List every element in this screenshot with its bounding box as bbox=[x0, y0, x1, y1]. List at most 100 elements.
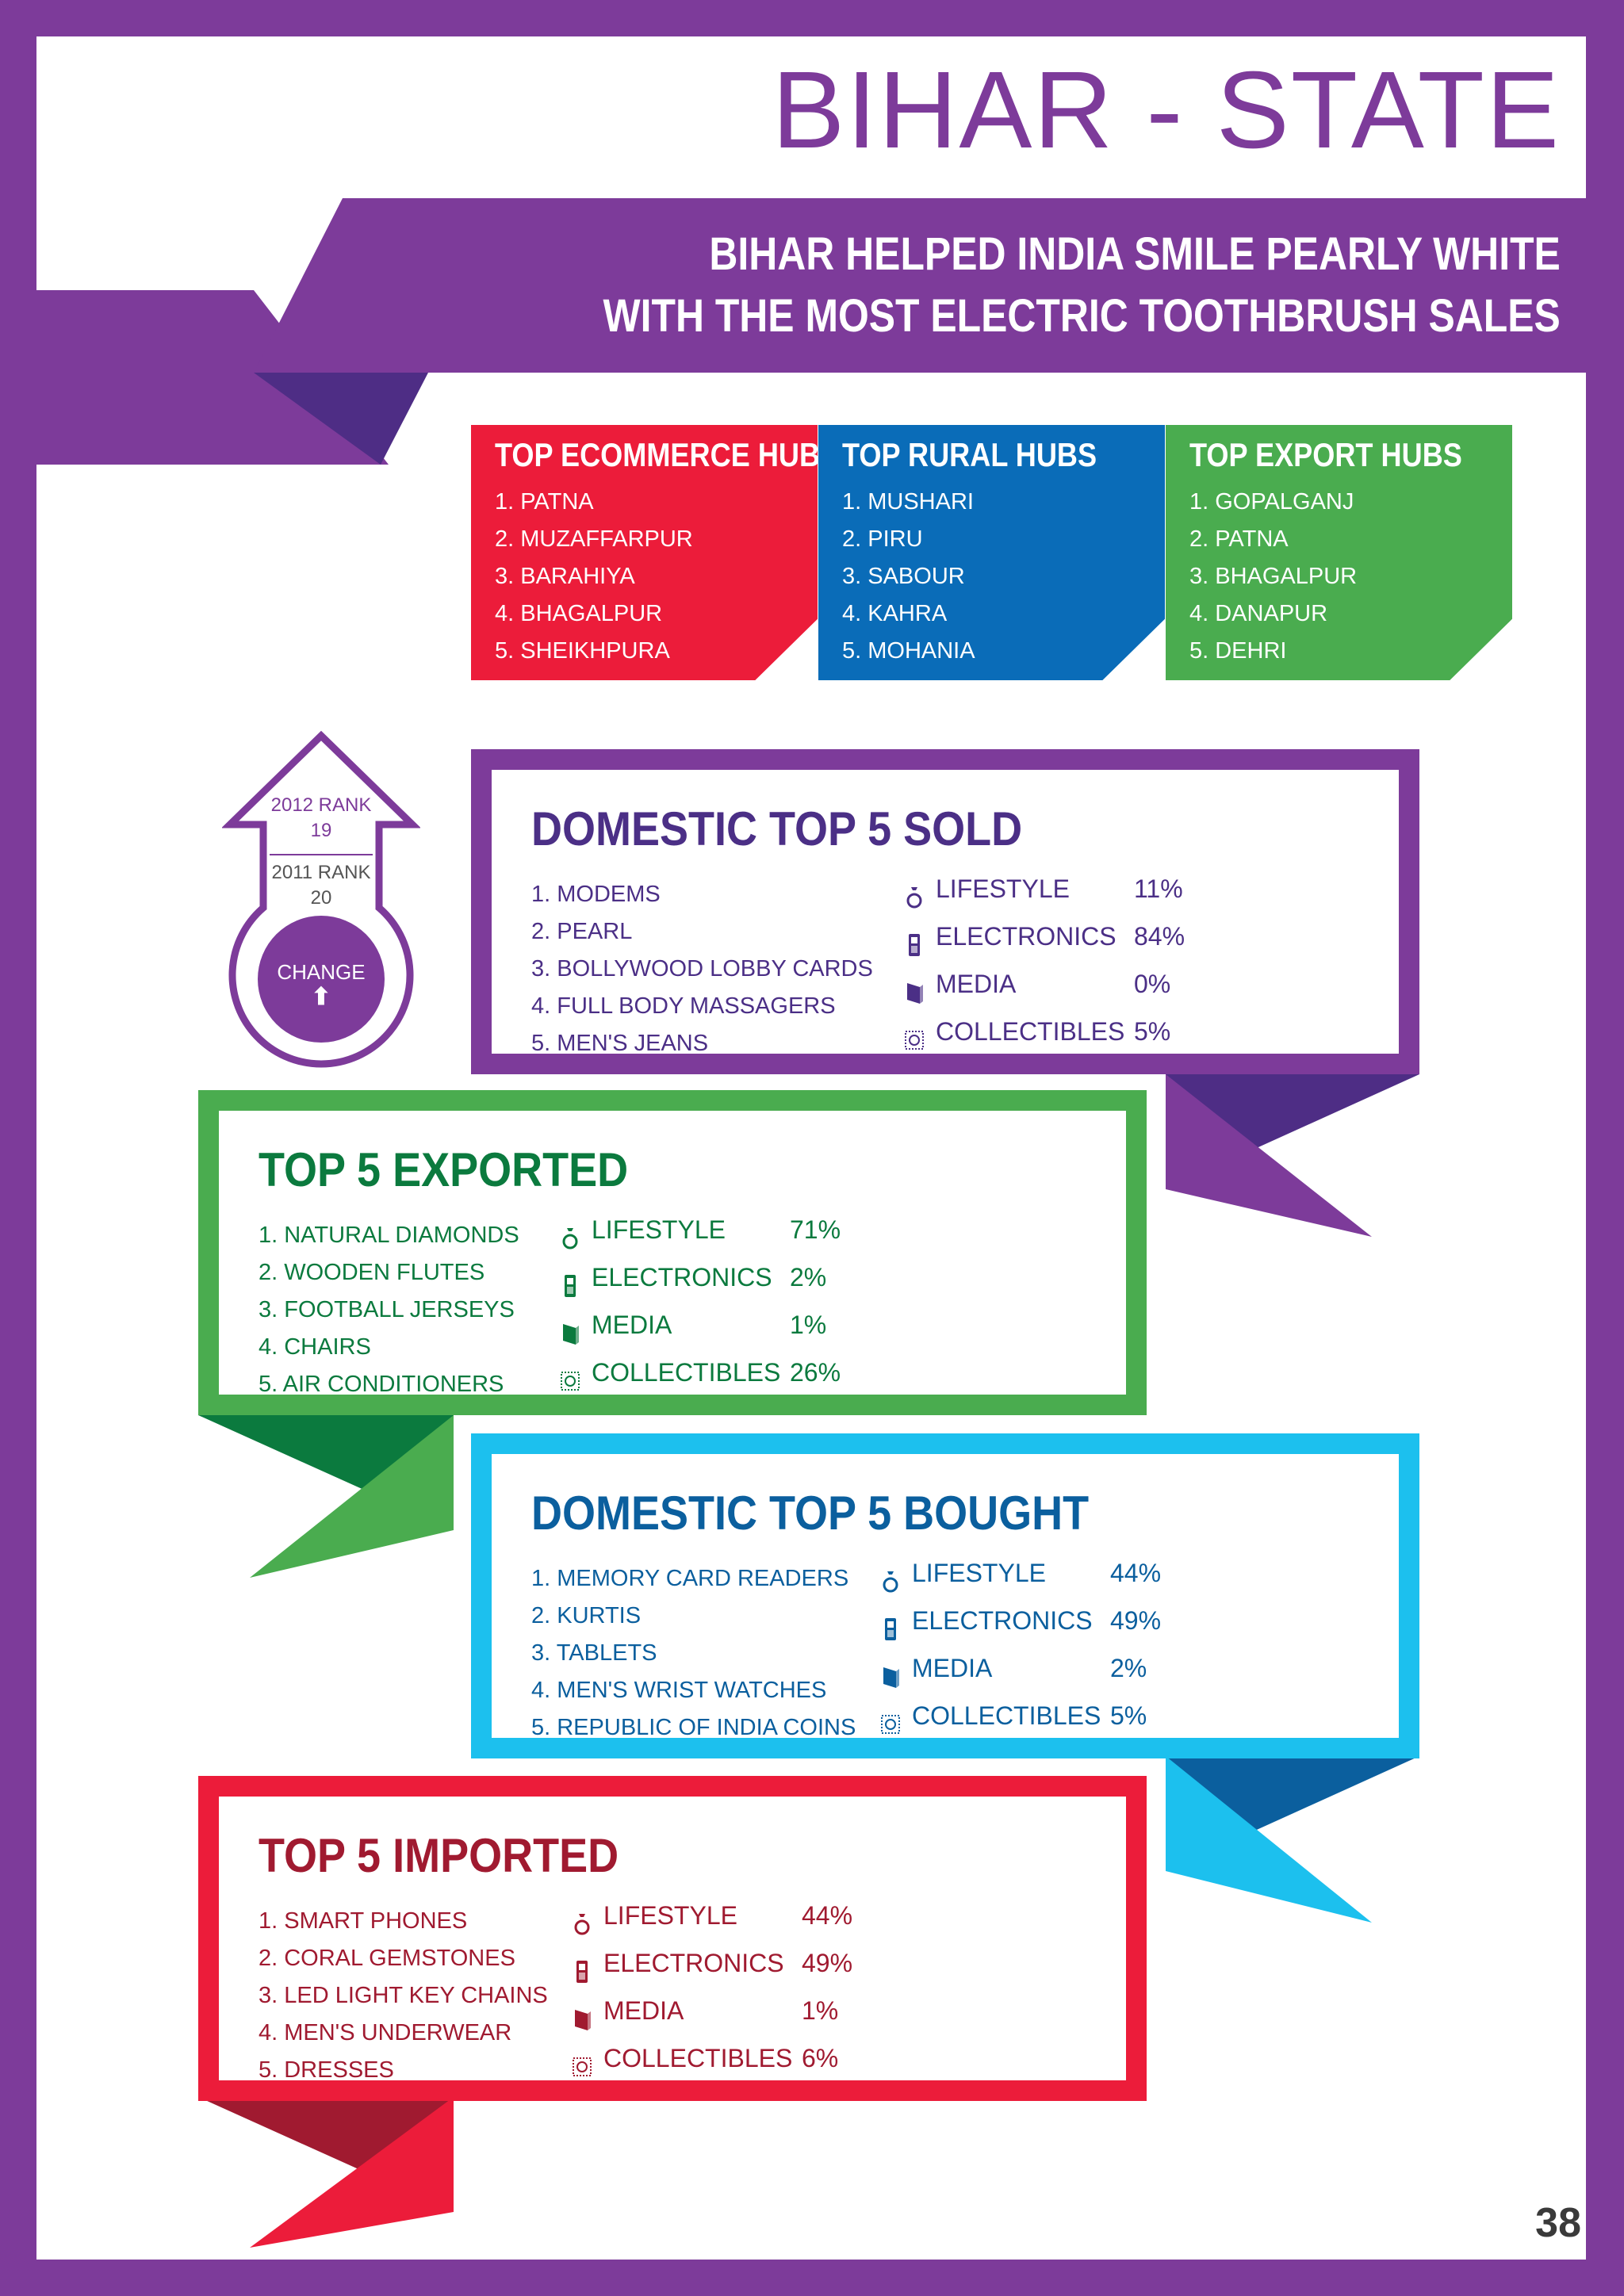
product-list-item: 4. CHAIRS bbox=[259, 1334, 371, 1360]
category-row: MEDIA 1% bbox=[572, 1987, 852, 2034]
ring-icon bbox=[904, 877, 925, 909]
up-arrow-icon: ⬆ bbox=[311, 984, 331, 1010]
category-percent: 5% bbox=[1134, 1017, 1171, 1046]
book-icon bbox=[880, 1656, 901, 1688]
category-name: LIFESTYLE bbox=[912, 1559, 1046, 1587]
page-title: BIHAR - STATE bbox=[772, 49, 1561, 171]
category-row: ELECTRONICS 84% bbox=[904, 913, 1185, 960]
category-percent: 71% bbox=[790, 1215, 841, 1244]
category-name: LIFESTYLE bbox=[603, 1901, 737, 1930]
category-name: MEDIA bbox=[912, 1654, 993, 1682]
hub-list-item: 5. MOHANIA bbox=[842, 638, 975, 664]
category-name: ELECTRONICS bbox=[592, 1263, 772, 1292]
hub-list-item: 3. BHAGALPUR bbox=[1189, 564, 1358, 589]
hub-column: TOP ECOMMERCE HUBS 1. PATNA 2. MUZAFFARPUR… bbox=[471, 425, 818, 680]
product-list-item: 2. PEARL bbox=[531, 919, 633, 944]
category-percent: 84% bbox=[1134, 922, 1185, 951]
section-domestic-sold: DOMESTIC TOP 5 SOLD 1. MODEMS 2. PEARL 3. B… bbox=[471, 749, 1419, 1074]
category-name: MEDIA bbox=[936, 970, 1017, 998]
category-breakdown: LIFESTYLE 11% ELECTRONICS 84% MEDIA 0% COLLECT… bbox=[904, 865, 1185, 1055]
hub-list-item: 1. PATNA bbox=[495, 489, 594, 515]
category-percent: 49% bbox=[1110, 1606, 1162, 1635]
hub-list-item: 4. DANAPUR bbox=[1189, 601, 1328, 626]
section-title: TOP 5 IMPORTED bbox=[259, 1829, 619, 1882]
product-list-item: 5. AIR CONDITIONERS bbox=[259, 1372, 504, 1397]
section-title: TOP 5 EXPORTED bbox=[259, 1143, 629, 1196]
product-list: 1. SMART PHONES 2. CORAL GEMSTONES 3. LED … bbox=[259, 1903, 548, 2089]
category-name: LIFESTYLE bbox=[592, 1215, 726, 1244]
category-percent: 0% bbox=[1134, 970, 1171, 998]
product-list: 1. MODEMS 2. PEARL 3. BOLLYWOOD LOBBY CARD… bbox=[531, 876, 873, 1062]
product-list-item: 4. FULL BODY MASSAGERS bbox=[531, 993, 836, 1019]
hub-heading: TOP EXPORT HUBS bbox=[1189, 436, 1462, 473]
rank-2011-value: 20 bbox=[310, 887, 332, 909]
category-row: COLLECTIBLES 6% bbox=[572, 2034, 852, 2082]
hub-list-item: 5. SHEIKHPURA bbox=[495, 638, 670, 664]
product-list-item: 2. KURTIS bbox=[531, 1603, 642, 1628]
product-list-item: 5. REPUBLIC OF INDIA COINS bbox=[531, 1715, 856, 1740]
hub-list: 1. PATNA 2. MUZAFFARPUR 3. BARAHIYA 4. BHAG… bbox=[495, 484, 693, 670]
category-row: COLLECTIBLES 26% bbox=[560, 1349, 841, 1396]
stamp-icon bbox=[880, 1704, 901, 1734]
stamp-icon bbox=[572, 2046, 592, 2076]
category-name: ELECTRONICS bbox=[936, 922, 1116, 951]
rank-2012-label: 2012 RANK bbox=[270, 794, 372, 816]
category-row: LIFESTYLE 44% bbox=[572, 1892, 852, 1939]
hub-list-item: 2. PATNA bbox=[1189, 526, 1289, 552]
book-icon bbox=[904, 972, 925, 1004]
banner-tail bbox=[36, 290, 389, 465]
category-percent: 11% bbox=[1134, 874, 1183, 903]
category-row: LIFESTYLE 11% bbox=[904, 865, 1185, 913]
category-breakdown: LIFESTYLE 44% ELECTRONICS 49% MEDIA 1% COLLECT… bbox=[572, 1892, 852, 2082]
product-list-item: 4. MEN'S UNDERWEAR bbox=[259, 2020, 512, 2045]
category-name: COLLECTIBLES bbox=[592, 1358, 781, 1387]
category-row: LIFESTYLE 44% bbox=[880, 1549, 1161, 1597]
book-icon bbox=[560, 1313, 580, 1345]
category-percent: 6% bbox=[802, 2044, 839, 2072]
stamp-icon bbox=[904, 1020, 925, 1050]
category-breakdown: LIFESTYLE 71% ELECTRONICS 2% MEDIA 1% COLLECTI… bbox=[560, 1206, 841, 1396]
product-list-item: 5. MEN'S JEANS bbox=[531, 1031, 709, 1056]
product-list-item: 4. MEN'S WRIST WATCHES bbox=[531, 1678, 827, 1703]
change-label: CHANGE bbox=[277, 960, 366, 984]
rank-arrow-icon bbox=[222, 730, 420, 1068]
category-percent: 44% bbox=[802, 1901, 853, 1930]
subtitle-banner bbox=[254, 198, 1588, 373]
hub-list: 1. MUSHARI 2. PIRU 3. SABOUR 4. KAHRA 5. MOH… bbox=[842, 484, 975, 670]
phone-icon bbox=[572, 1951, 592, 1983]
category-row: COLLECTIBLES 5% bbox=[880, 1692, 1161, 1739]
hub-list-item: 1. GOPALGANJ bbox=[1189, 489, 1354, 515]
hub-list-item: 1. MUSHARI bbox=[842, 489, 974, 515]
category-breakdown: LIFESTYLE 44% ELECTRONICS 49% MEDIA 2% COLLECT… bbox=[880, 1549, 1161, 1739]
hub-heading: TOP RURAL HUBS bbox=[842, 436, 1097, 473]
page-number: 38 bbox=[1535, 2200, 1581, 2246]
category-row: COLLECTIBLES 5% bbox=[904, 1008, 1185, 1055]
hub-list-item: 5. DEHRI bbox=[1189, 638, 1287, 664]
page-subtitle: BIHAR HELPED INDIA SMILE PEARLY WHITE WI… bbox=[603, 228, 1561, 342]
section-imported: TOP 5 IMPORTED 1. SMART PHONES 2. CORAL GE… bbox=[198, 1776, 1147, 2101]
product-list-item: 1. MEMORY CARD READERS bbox=[531, 1566, 849, 1591]
product-list: 1. MEMORY CARD READERS 2. KURTIS 3. TABLET… bbox=[531, 1560, 856, 1747]
product-list-item: 3. TABLETS bbox=[531, 1640, 657, 1666]
section-title: DOMESTIC TOP 5 SOLD bbox=[531, 802, 1023, 855]
rank-2011-label: 2011 RANK bbox=[271, 862, 371, 883]
category-percent: 1% bbox=[802, 1996, 839, 2025]
category-percent: 2% bbox=[1110, 1654, 1147, 1682]
category-name: COLLECTIBLES bbox=[603, 2044, 793, 2072]
product-list-item: 1. MODEMS bbox=[531, 882, 661, 907]
book-icon bbox=[572, 1999, 592, 2030]
hub-list-item: 2. PIRU bbox=[842, 526, 923, 552]
category-percent: 5% bbox=[1110, 1701, 1147, 1730]
product-list-item: 5. DRESSES bbox=[259, 2057, 394, 2083]
hub-column: TOP RURAL HUBS 1. MUSHARI 2. PIRU 3. SABOUR… bbox=[818, 425, 1165, 680]
category-percent: 49% bbox=[802, 1949, 853, 1977]
category-row: MEDIA 0% bbox=[904, 960, 1185, 1008]
category-name: ELECTRONICS bbox=[912, 1606, 1093, 1635]
product-list-item: 1. NATURAL DIAMONDS bbox=[259, 1223, 519, 1248]
category-row: LIFESTYLE 71% bbox=[560, 1206, 841, 1253]
phone-icon bbox=[880, 1609, 901, 1640]
product-list-item: 2. WOODEN FLUTES bbox=[259, 1260, 485, 1285]
category-name: MEDIA bbox=[592, 1311, 672, 1339]
category-row: MEDIA 1% bbox=[560, 1301, 841, 1349]
phone-icon bbox=[904, 924, 925, 956]
